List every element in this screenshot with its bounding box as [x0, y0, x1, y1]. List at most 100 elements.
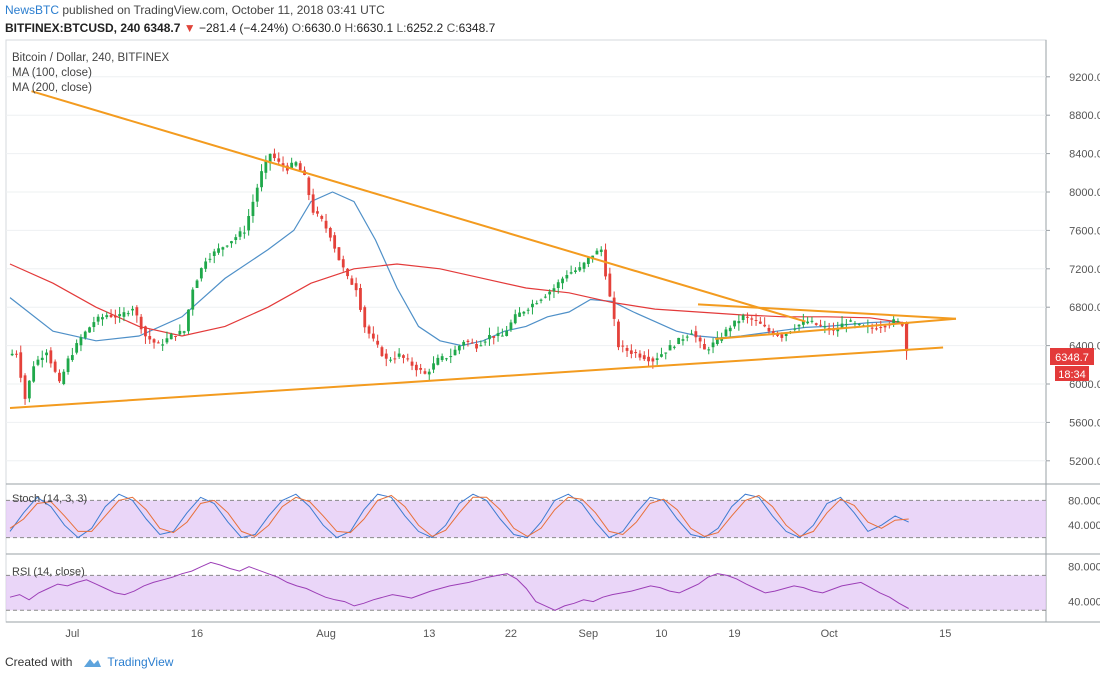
candle-body — [844, 323, 848, 325]
candle-body — [823, 326, 827, 328]
candle-down — [359, 283, 362, 313]
candle-body — [169, 334, 173, 340]
candle-down — [703, 338, 706, 350]
candle-body — [535, 303, 539, 305]
high-label: H: — [344, 21, 357, 35]
tradingview-link[interactable]: TradingView — [80, 655, 173, 669]
candle-up — [526, 307, 530, 315]
candle-up — [840, 316, 844, 329]
trendlines[interactable] — [9, 90, 957, 409]
candle-down — [423, 368, 427, 375]
trendline — [697, 303, 957, 320]
rsi-pane: 80.0000 40.0000 — [6, 562, 1100, 611]
low-label: L: — [396, 21, 407, 35]
symbol-name: BITFINEX:BTCUSD, 240 — [5, 21, 141, 35]
candle-body — [58, 372, 61, 382]
last-price: 6348.7 — [143, 21, 181, 35]
candle-body — [277, 158, 281, 162]
candle-down — [406, 353, 410, 362]
candle-body — [733, 320, 736, 327]
candle-up — [892, 315, 896, 327]
stoch-title: Stoch (14, 3, 3) — [12, 493, 87, 505]
candle-body — [513, 314, 517, 324]
candle-body — [578, 267, 582, 271]
stoch-line-1 — [9, 494, 909, 537]
candle-body — [801, 321, 805, 325]
candle-body — [367, 326, 371, 334]
candle-up — [79, 334, 83, 352]
candle-body — [475, 344, 478, 349]
candle-body — [109, 314, 113, 318]
candle-body — [539, 299, 543, 301]
candle-body — [810, 320, 814, 322]
candle-up — [505, 325, 509, 337]
legend-ma100[interactable]: MA (100, close) — [12, 67, 92, 79]
candle-body — [199, 268, 203, 279]
candle-down — [621, 340, 625, 353]
candle-down — [53, 359, 57, 374]
time-tick-label: Aug — [316, 628, 336, 640]
candle-up — [440, 353, 444, 362]
candle-down — [277, 152, 281, 166]
candle-up — [101, 313, 104, 326]
brand-link[interactable]: NewsBTC — [5, 3, 60, 17]
candle-body — [122, 312, 126, 317]
candle-body — [462, 341, 466, 346]
candle-body — [328, 228, 332, 238]
price-tick-label: 8000.0 — [1069, 187, 1100, 199]
candle-up — [595, 248, 599, 255]
chart-legend: Bitcoin / Dollar, 240, BITFINEX MA (100,… — [12, 51, 169, 96]
candle-up — [199, 267, 203, 282]
legend-ma200[interactable]: MA (200, close) — [12, 82, 92, 94]
price-axis: 9200.0 8800.0 8400.0 8000.0 7600.0 7200.0 6800… — [1046, 72, 1100, 468]
candle-body — [488, 335, 491, 340]
price-tick-label: 7200.0 — [1069, 264, 1100, 276]
price-tick-label: 5600.0 — [1069, 417, 1100, 429]
candle-up — [677, 337, 681, 345]
candle-body — [406, 358, 410, 360]
candle-up — [733, 320, 736, 329]
rsi-title: RSI (14, close) — [12, 566, 85, 578]
candle-body — [763, 324, 767, 327]
candle-up — [397, 348, 401, 359]
candle-down — [152, 338, 156, 349]
candle-down — [634, 349, 638, 358]
candle-body — [445, 358, 448, 360]
candle-body — [118, 314, 122, 317]
candle-up — [36, 355, 40, 367]
candle-up — [427, 368, 431, 382]
candle-body — [608, 273, 612, 297]
candle-up — [212, 248, 216, 264]
candle-up — [88, 326, 91, 333]
candle-body — [617, 321, 620, 348]
candle-body — [694, 331, 698, 338]
candle-body — [505, 330, 509, 336]
candle-down — [694, 325, 698, 343]
candle-up — [548, 289, 552, 301]
candle-up — [844, 319, 848, 333]
candle-down — [144, 325, 147, 344]
price-tick-label: 8800.0 — [1069, 110, 1100, 122]
candle-down — [311, 188, 315, 216]
candle-body — [79, 337, 83, 346]
symbol-line: BITFINEX:BTCUSD, 240 6348.7 ▼ −281.4 (−4… — [5, 21, 495, 35]
candle-down — [354, 277, 358, 297]
candle-up — [737, 314, 741, 331]
candle-down — [281, 156, 285, 172]
publication-line: NewsBTC published on TradingView.com, Oc… — [5, 3, 385, 17]
candle-body — [853, 323, 857, 325]
candle-body — [320, 216, 324, 219]
candle-up — [445, 357, 448, 362]
stoch-tick-label: 80.0000 — [1068, 495, 1100, 507]
candle-body — [552, 288, 556, 292]
tradingview-label: TradingView — [107, 655, 174, 669]
candle-up — [75, 339, 79, 355]
candle-down — [320, 214, 324, 222]
rsi-tick-label: 40.0000 — [1068, 597, 1100, 609]
candle-body — [479, 345, 483, 347]
candle-body — [27, 380, 31, 399]
candle-down — [49, 347, 53, 368]
candle-body — [113, 315, 117, 318]
candle-down — [376, 334, 380, 348]
